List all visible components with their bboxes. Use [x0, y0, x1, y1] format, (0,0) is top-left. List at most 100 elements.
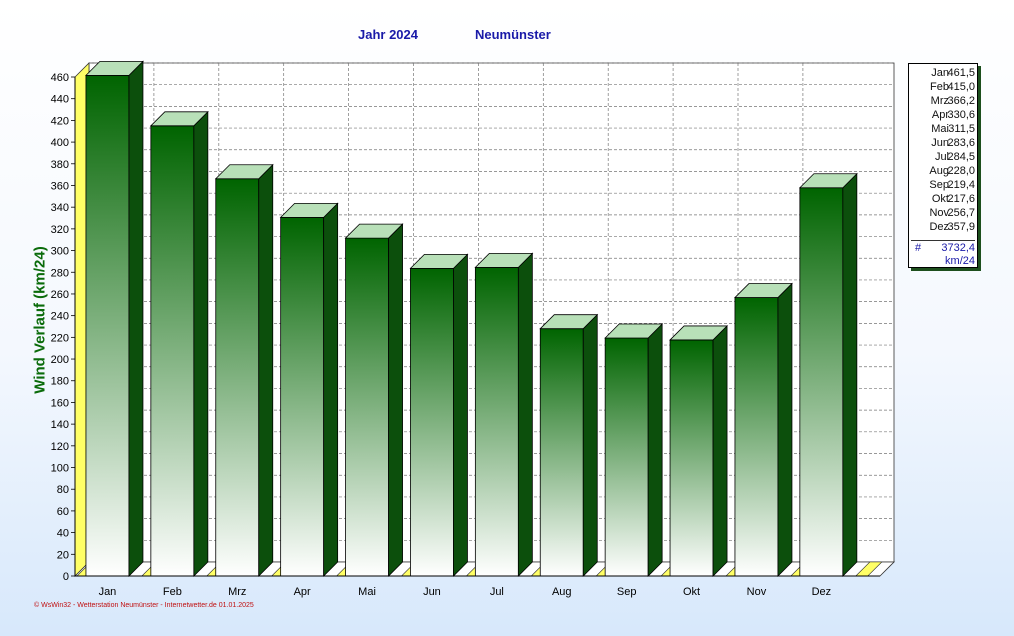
legend-row: Sep 219,4 — [909, 179, 977, 193]
bar-front — [215, 178, 260, 577]
bar-front — [85, 74, 130, 577]
y-axis-label: Wind Verlauf (km/24) — [31, 246, 49, 394]
legend-month: Aug — [929, 165, 949, 177]
bar-front — [410, 267, 454, 577]
y-tick-label: 400 — [51, 137, 69, 149]
bar-top — [604, 323, 664, 339]
legend-row: Apr 330,6 — [909, 109, 977, 123]
legend-value: 311,5 — [948, 123, 975, 135]
bar-side — [517, 252, 533, 577]
legend-row: Mrz 366,2 — [909, 95, 977, 109]
legend-value: 366,2 — [947, 95, 975, 107]
bar-top — [149, 111, 209, 127]
legend-month: Jan — [931, 67, 949, 79]
bar-top — [84, 60, 144, 76]
y-tick-label: 80 — [57, 484, 69, 496]
legend-month: Mrz — [930, 95, 949, 107]
bar-side — [258, 163, 274, 577]
legend-row: Aug 228,0 — [909, 165, 977, 179]
bar-top — [474, 252, 534, 268]
y-tick-label: 460 — [51, 72, 69, 84]
chart-station-title: Neumünster — [475, 27, 551, 42]
y-tick-label: 300 — [51, 246, 69, 258]
legend-month: Jun — [931, 137, 949, 149]
legend-total-symbol: # — [915, 242, 922, 254]
bar-side — [128, 60, 144, 577]
footer-credit: © WsWin32 - Wetterstation Neumünster - I… — [34, 602, 254, 609]
y-tick-label: 20 — [57, 549, 69, 561]
legend-month: Nov — [929, 207, 949, 219]
y-tick-label: 120 — [51, 441, 69, 453]
legend-value: 217,6 — [947, 193, 975, 205]
legend-divider — [911, 240, 975, 241]
y-tick-label: 340 — [51, 202, 69, 214]
x-tick-label: Nov — [747, 586, 767, 598]
x-tick-label: Apr — [294, 586, 311, 598]
legend-row: Jun 283,6 — [909, 137, 977, 151]
y-tick-label: 60 — [57, 506, 69, 518]
legend-row: Nov 256,7 — [909, 207, 977, 221]
bar-side — [388, 223, 403, 577]
legend-row: Jul 284,5 — [909, 151, 977, 165]
legend-row: Mai 311,5 — [909, 123, 977, 137]
y-tick-label: 180 — [51, 376, 69, 388]
y-tick-label: 260 — [51, 289, 69, 301]
y-tick-label: 420 — [51, 115, 69, 127]
y-tick-label: 320 — [51, 224, 69, 236]
y-tick-label: 160 — [51, 397, 69, 409]
bar-top — [798, 173, 858, 189]
x-tick-label: Jun — [423, 586, 441, 598]
bar-front — [734, 297, 779, 577]
x-tick-label: Jul — [490, 586, 504, 598]
legend-month: Jul — [934, 151, 949, 163]
bar-front — [539, 328, 584, 577]
y-tick-label: 440 — [51, 94, 69, 106]
bar-side — [777, 282, 793, 577]
legend-value: 357,9 — [947, 221, 975, 233]
x-tick-label: Feb — [163, 586, 182, 598]
legend-value: 228,0 — [947, 165, 975, 177]
bar-side — [842, 172, 858, 577]
bar-side — [647, 323, 663, 577]
legend-row: Feb 415,0 — [909, 81, 977, 95]
bar-top — [539, 314, 599, 330]
legend-value: 219,4 — [947, 179, 975, 191]
legend-month: Okt — [931, 193, 949, 205]
bar-side — [712, 324, 728, 577]
bar-side — [193, 110, 209, 577]
bar-front — [150, 125, 195, 577]
bar-front — [604, 337, 649, 577]
y-tick-label: 280 — [51, 267, 69, 279]
bar-top — [214, 164, 274, 180]
bar-top — [344, 223, 404, 239]
x-tick-label: Jan — [99, 586, 117, 598]
x-tick-label: Okt — [683, 586, 700, 598]
value-legend: Jan 461,5 Feb 415,0 Mrz 366,2 Apr 330,6 Mai 311,5… — [908, 63, 978, 268]
legend-total-unit: km/24 — [945, 255, 975, 267]
bar-front — [345, 237, 389, 577]
y-tick-label: 200 — [51, 354, 69, 366]
x-tick-label: Mai — [358, 586, 376, 598]
x-tick-label: Aug — [552, 586, 572, 598]
y-tick-label: 360 — [51, 180, 69, 192]
bar-side — [323, 202, 339, 577]
y-tick-label: 100 — [51, 463, 69, 475]
legend-value: 415,0 — [947, 81, 975, 93]
legend-value: 461,5 — [947, 67, 975, 79]
legend-row: Jan 461,5 — [909, 67, 977, 81]
bar-front — [474, 266, 519, 577]
legend-row: Okt 217,6 — [909, 193, 977, 207]
chart-year-title: Jahr 2024 — [358, 27, 418, 42]
legend-value: 284,5 — [947, 151, 975, 163]
bar-top — [669, 325, 729, 341]
x-tick-label: Mrz — [228, 586, 246, 598]
y-tick-label: 220 — [51, 332, 69, 344]
bar-side — [453, 253, 468, 577]
legend-month: Feb — [930, 81, 949, 93]
bar-side — [582, 313, 598, 577]
y-tick-label: 380 — [51, 159, 69, 171]
y-tick-label: 140 — [51, 419, 69, 431]
bar-front — [669, 339, 714, 577]
legend-row: Dez 357,9 — [909, 221, 977, 235]
